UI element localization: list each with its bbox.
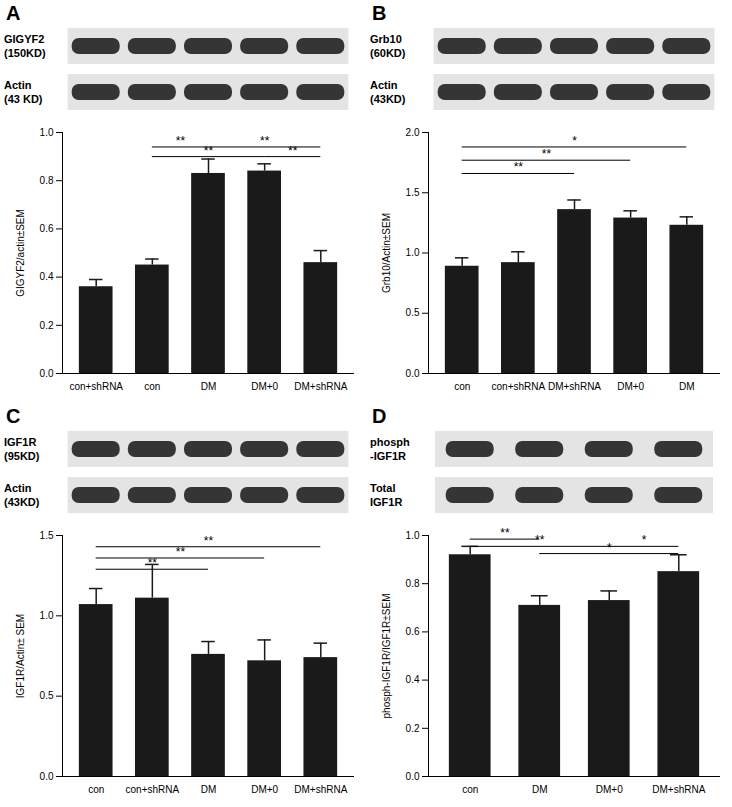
svg-text:IGF1R/Actin± SEM: IGF1R/Actin± SEM [15, 614, 26, 698]
svg-text:IGF1R: IGF1R [370, 496, 402, 508]
svg-text:(43KD): (43KD) [370, 93, 406, 105]
svg-text:0.0: 0.0 [40, 368, 54, 379]
svg-text:Grb10: Grb10 [370, 33, 402, 45]
svg-text:1.0: 1.0 [406, 530, 420, 541]
svg-text:1.5: 1.5 [406, 187, 420, 198]
svg-text:(43 KD): (43 KD) [4, 93, 43, 105]
svg-text:(95KD): (95KD) [4, 450, 40, 462]
svg-text:0.4: 0.4 [40, 271, 54, 282]
svg-text:B: B [372, 2, 386, 24]
svg-text:1.0: 1.0 [40, 610, 54, 621]
svg-text:IGF1R: IGF1R [4, 436, 36, 448]
svg-text:con+shRNA: con+shRNA [69, 381, 123, 392]
svg-text:con+shRNA: con+shRNA [492, 381, 546, 392]
svg-text:0.0: 0.0 [406, 368, 420, 379]
svg-text:DM+shRNA: DM+shRNA [652, 784, 705, 795]
svg-text:1.0: 1.0 [406, 247, 420, 258]
svg-text:con: con [88, 784, 104, 795]
svg-text:GIGYF2/actin±SEM: GIGYF2/actin±SEM [15, 209, 26, 297]
svg-text:con: con [144, 381, 160, 392]
svg-text:(43KD): (43KD) [4, 496, 40, 508]
svg-text:D: D [372, 405, 386, 427]
svg-text:**: ** [288, 144, 298, 158]
svg-text:0.8: 0.8 [40, 175, 54, 186]
svg-text:0.6: 0.6 [40, 223, 54, 234]
svg-text:**: ** [176, 545, 186, 559]
svg-text:DM+shRNA: DM+shRNA [294, 784, 347, 795]
svg-text:C: C [6, 405, 20, 427]
svg-text:GIGYF2: GIGYF2 [4, 33, 44, 45]
svg-text:0.5: 0.5 [40, 690, 54, 701]
svg-text:DM: DM [201, 381, 217, 392]
svg-text:DM+0: DM+0 [251, 381, 278, 392]
svg-text:**: ** [204, 144, 214, 158]
svg-text:Total: Total [370, 482, 395, 494]
svg-text:con: con [454, 381, 470, 392]
svg-text:DM: DM [679, 381, 695, 392]
svg-text:DM+0: DM+0 [251, 784, 278, 795]
svg-text:0.8: 0.8 [406, 578, 420, 589]
svg-text:phosph-IGF1R/IGF1R±SEM: phosph-IGF1R/IGF1R±SEM [381, 594, 392, 719]
svg-text:con+shRNA: con+shRNA [126, 784, 180, 795]
svg-text:**: ** [148, 556, 158, 570]
svg-text:*: * [607, 541, 612, 555]
svg-text:(60KD): (60KD) [370, 47, 406, 59]
svg-text:DM+0: DM+0 [617, 381, 644, 392]
svg-text:*: * [642, 533, 647, 547]
svg-text:*: * [572, 134, 577, 148]
svg-text:0.2: 0.2 [40, 320, 54, 331]
svg-text:DM: DM [532, 784, 548, 795]
svg-text:**: ** [542, 147, 552, 161]
svg-text:1.5: 1.5 [40, 530, 54, 541]
svg-text:**: ** [176, 134, 186, 148]
svg-text:0.5: 0.5 [406, 307, 420, 318]
svg-text:Actin: Actin [4, 482, 32, 494]
svg-text:0.6: 0.6 [406, 626, 420, 637]
svg-text:**: ** [514, 160, 524, 174]
svg-text:Grb10/Actin±SEM: Grb10/Actin±SEM [381, 213, 392, 293]
svg-text:1.0: 1.0 [40, 127, 54, 138]
svg-text:DM: DM [201, 784, 217, 795]
svg-text:DM+shRNA: DM+shRNA [548, 381, 601, 392]
svg-text:Actin: Actin [370, 79, 398, 91]
svg-text:**: ** [260, 134, 270, 148]
svg-text:**: ** [535, 533, 545, 547]
svg-text:**: ** [204, 534, 214, 548]
svg-text:(150KD): (150KD) [4, 47, 46, 59]
svg-text:A: A [6, 2, 20, 24]
svg-text:2.0: 2.0 [406, 127, 420, 138]
svg-text:Actin: Actin [4, 79, 32, 91]
svg-text:0.0: 0.0 [406, 771, 420, 782]
svg-text:-IGF1R: -IGF1R [370, 450, 406, 462]
svg-text:0.0: 0.0 [40, 771, 54, 782]
svg-text:phosph: phosph [370, 436, 410, 448]
svg-text:DM+0: DM+0 [596, 784, 623, 795]
svg-text:con: con [462, 784, 478, 795]
svg-text:0.4: 0.4 [406, 674, 420, 685]
svg-text:**: ** [500, 526, 510, 540]
svg-text:DM+shRNA: DM+shRNA [294, 381, 347, 392]
svg-text:0.2: 0.2 [406, 723, 420, 734]
